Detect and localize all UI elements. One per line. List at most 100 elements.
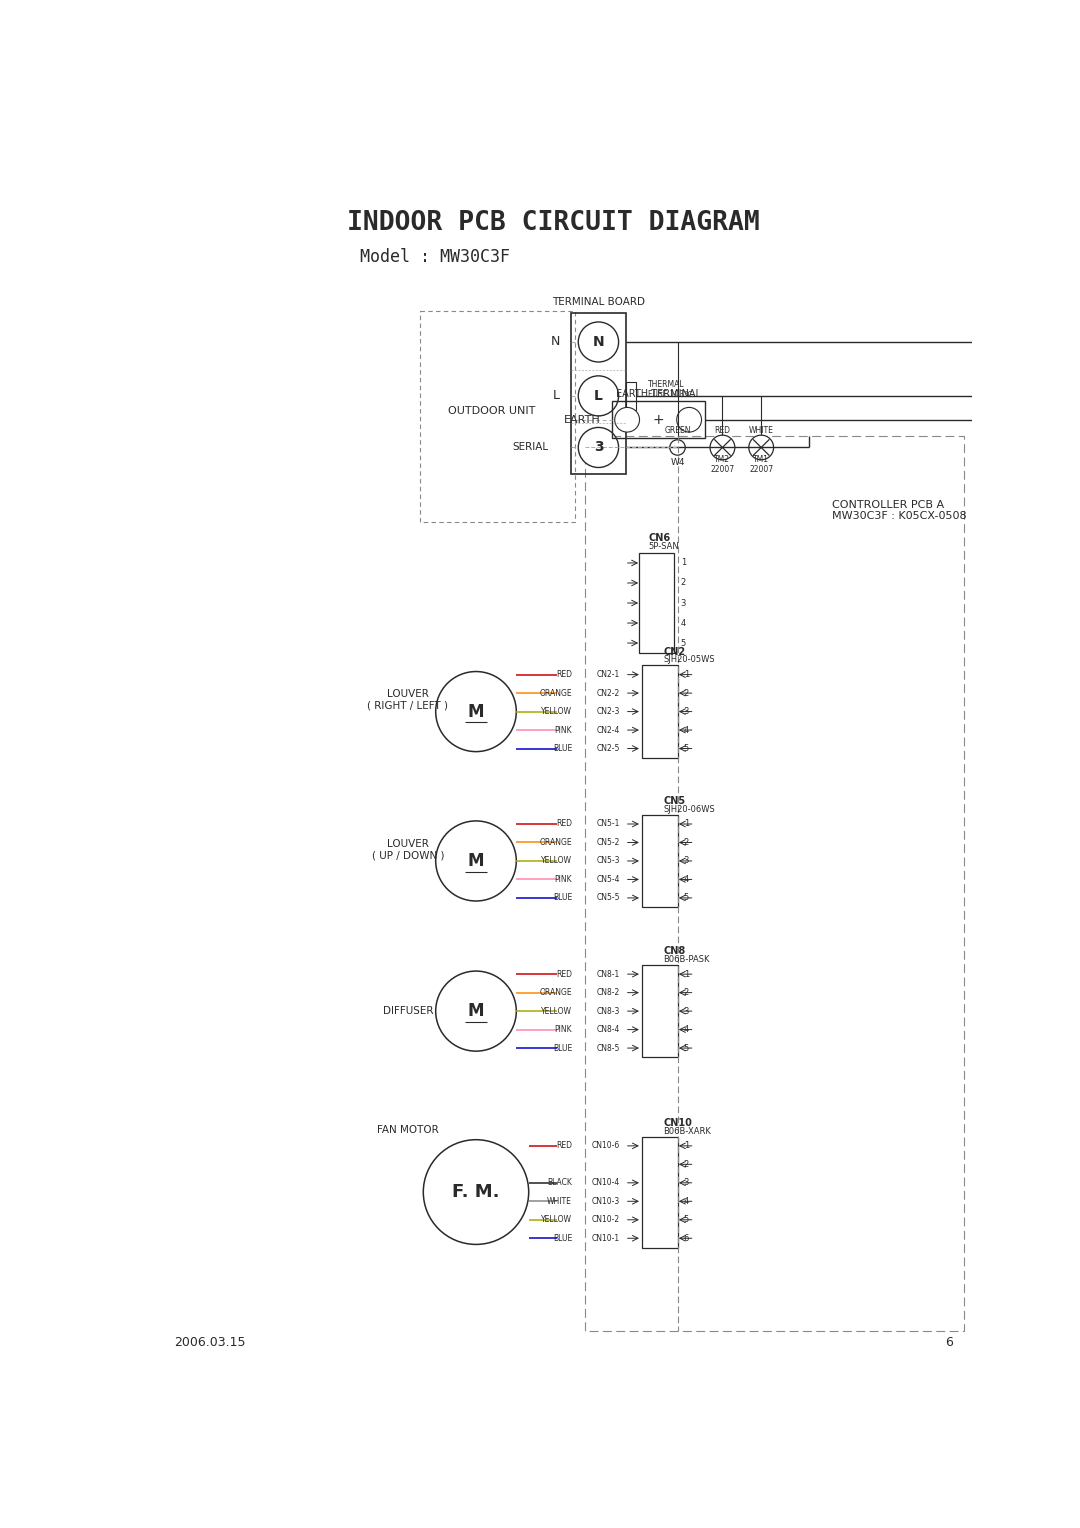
Text: TERMINAL BOARD: TERMINAL BOARD [552, 296, 645, 307]
Text: 2: 2 [684, 1160, 689, 1169]
Text: CN10-6: CN10-6 [592, 1141, 620, 1151]
Text: TM2
22007: TM2 22007 [711, 455, 734, 474]
Text: 4: 4 [680, 619, 686, 628]
Text: SJH20-05WS: SJH20-05WS [663, 656, 715, 665]
Text: RED: RED [556, 970, 572, 978]
Text: BLUE: BLUE [553, 744, 572, 753]
Bar [570, 313, 626, 474]
Text: EARTH TERMINAL: EARTH TERMINAL [616, 388, 701, 399]
Text: 5P-SAN: 5P-SAN [649, 541, 679, 550]
Text: YELLOW: YELLOW [541, 857, 572, 865]
Text: CN10-1: CN10-1 [592, 1233, 620, 1242]
Text: 3: 3 [594, 440, 604, 454]
Text: 1: 1 [684, 1141, 689, 1151]
Text: 5: 5 [680, 639, 686, 648]
Bar [642, 1137, 677, 1247]
Text: ORANGE: ORANGE [540, 989, 572, 998]
Text: INDOOR PCB CIRCUIT DIAGRAM: INDOOR PCB CIRCUIT DIAGRAM [347, 211, 760, 237]
Text: 4: 4 [684, 1025, 689, 1034]
Text: LOUVER
( UP / DOWN ): LOUVER ( UP / DOWN ) [372, 839, 444, 860]
Text: 3: 3 [684, 857, 689, 865]
Text: 2: 2 [684, 837, 689, 847]
Text: CN10-2: CN10-2 [592, 1215, 620, 1224]
Text: W4: W4 [671, 458, 685, 468]
Text: N: N [551, 336, 559, 348]
Text: N: N [593, 335, 605, 348]
Text: SERIAL: SERIAL [512, 443, 548, 452]
Circle shape [578, 376, 619, 416]
Text: 6: 6 [684, 1233, 689, 1242]
Text: THERMAL
FUSE 103℃: THERMAL FUSE 103℃ [648, 380, 693, 399]
Text: WHITE: WHITE [748, 426, 773, 435]
Text: OUTDOOR UNIT: OUTDOOR UNIT [448, 405, 536, 416]
Bar [611, 402, 704, 439]
Text: CN5: CN5 [663, 796, 686, 805]
Text: 1: 1 [684, 819, 689, 828]
Text: 1: 1 [680, 558, 686, 567]
Text: ORANGE: ORANGE [540, 837, 572, 847]
Text: 2: 2 [680, 579, 686, 587]
Text: PINK: PINK [554, 726, 572, 735]
Text: SJH20-06WS: SJH20-06WS [663, 805, 715, 814]
Text: L: L [594, 390, 603, 403]
Text: 3: 3 [680, 599, 686, 608]
Text: 2006.03.15: 2006.03.15 [174, 1335, 245, 1349]
Text: RED: RED [715, 426, 730, 435]
Text: L: L [553, 390, 559, 402]
Text: PINK: PINK [554, 876, 572, 883]
Text: B06B-PASK: B06B-PASK [663, 955, 710, 964]
Text: CN2-2: CN2-2 [597, 689, 620, 698]
Text: 4: 4 [684, 726, 689, 735]
Text: 3: 3 [684, 1178, 689, 1187]
Text: CN8-2: CN8-2 [597, 989, 620, 998]
Text: PINK: PINK [554, 1025, 572, 1034]
Text: CN6: CN6 [649, 533, 671, 542]
Circle shape [615, 408, 639, 432]
Bar [642, 964, 677, 1057]
Circle shape [578, 428, 619, 468]
Text: 5: 5 [684, 894, 689, 903]
Circle shape [578, 322, 619, 362]
Text: BLUE: BLUE [553, 1233, 572, 1242]
Text: 5: 5 [684, 1215, 689, 1224]
Text: 4: 4 [684, 876, 689, 883]
Text: Model : MW30C3F: Model : MW30C3F [360, 248, 510, 266]
Text: CN10: CN10 [663, 1118, 692, 1128]
Bar [642, 814, 677, 908]
Text: 5: 5 [684, 1044, 689, 1053]
Text: BLUE: BLUE [553, 1044, 572, 1053]
Circle shape [710, 435, 734, 460]
Text: YELLOW: YELLOW [541, 1007, 572, 1016]
Text: ORANGE: ORANGE [540, 689, 572, 698]
Bar [638, 553, 674, 652]
Text: CN10-4: CN10-4 [592, 1178, 620, 1187]
Text: 6: 6 [945, 1335, 953, 1349]
Circle shape [435, 821, 516, 902]
Text: CN2-5: CN2-5 [597, 744, 620, 753]
Text: CN2: CN2 [663, 646, 686, 657]
Text: RED: RED [556, 671, 572, 678]
Circle shape [435, 972, 516, 1051]
Text: CN8: CN8 [663, 946, 686, 957]
Text: WHITE: WHITE [548, 1196, 572, 1206]
Text: GREEN: GREEN [664, 426, 691, 435]
Text: CN8-3: CN8-3 [597, 1007, 620, 1016]
Text: YELLOW: YELLOW [541, 707, 572, 717]
Text: CN2-1: CN2-1 [597, 671, 620, 678]
Text: RED: RED [556, 1141, 572, 1151]
Text: CN8-1: CN8-1 [597, 970, 620, 978]
Text: 2: 2 [684, 689, 689, 698]
Text: 3: 3 [684, 707, 689, 717]
Text: +: + [652, 413, 664, 426]
Text: CN5-1: CN5-1 [597, 819, 620, 828]
Text: FAN MOTOR: FAN MOTOR [377, 1126, 438, 1135]
Text: CN8-4: CN8-4 [597, 1025, 620, 1034]
Text: CN5-2: CN5-2 [597, 837, 620, 847]
Text: 2: 2 [684, 989, 689, 998]
Text: CN2-4: CN2-4 [597, 726, 620, 735]
Text: CN5-5: CN5-5 [596, 894, 620, 903]
Text: RED: RED [556, 819, 572, 828]
Text: DIFFUSER: DIFFUSER [382, 1005, 433, 1016]
Bar [626, 382, 636, 410]
Text: 5: 5 [684, 744, 689, 753]
